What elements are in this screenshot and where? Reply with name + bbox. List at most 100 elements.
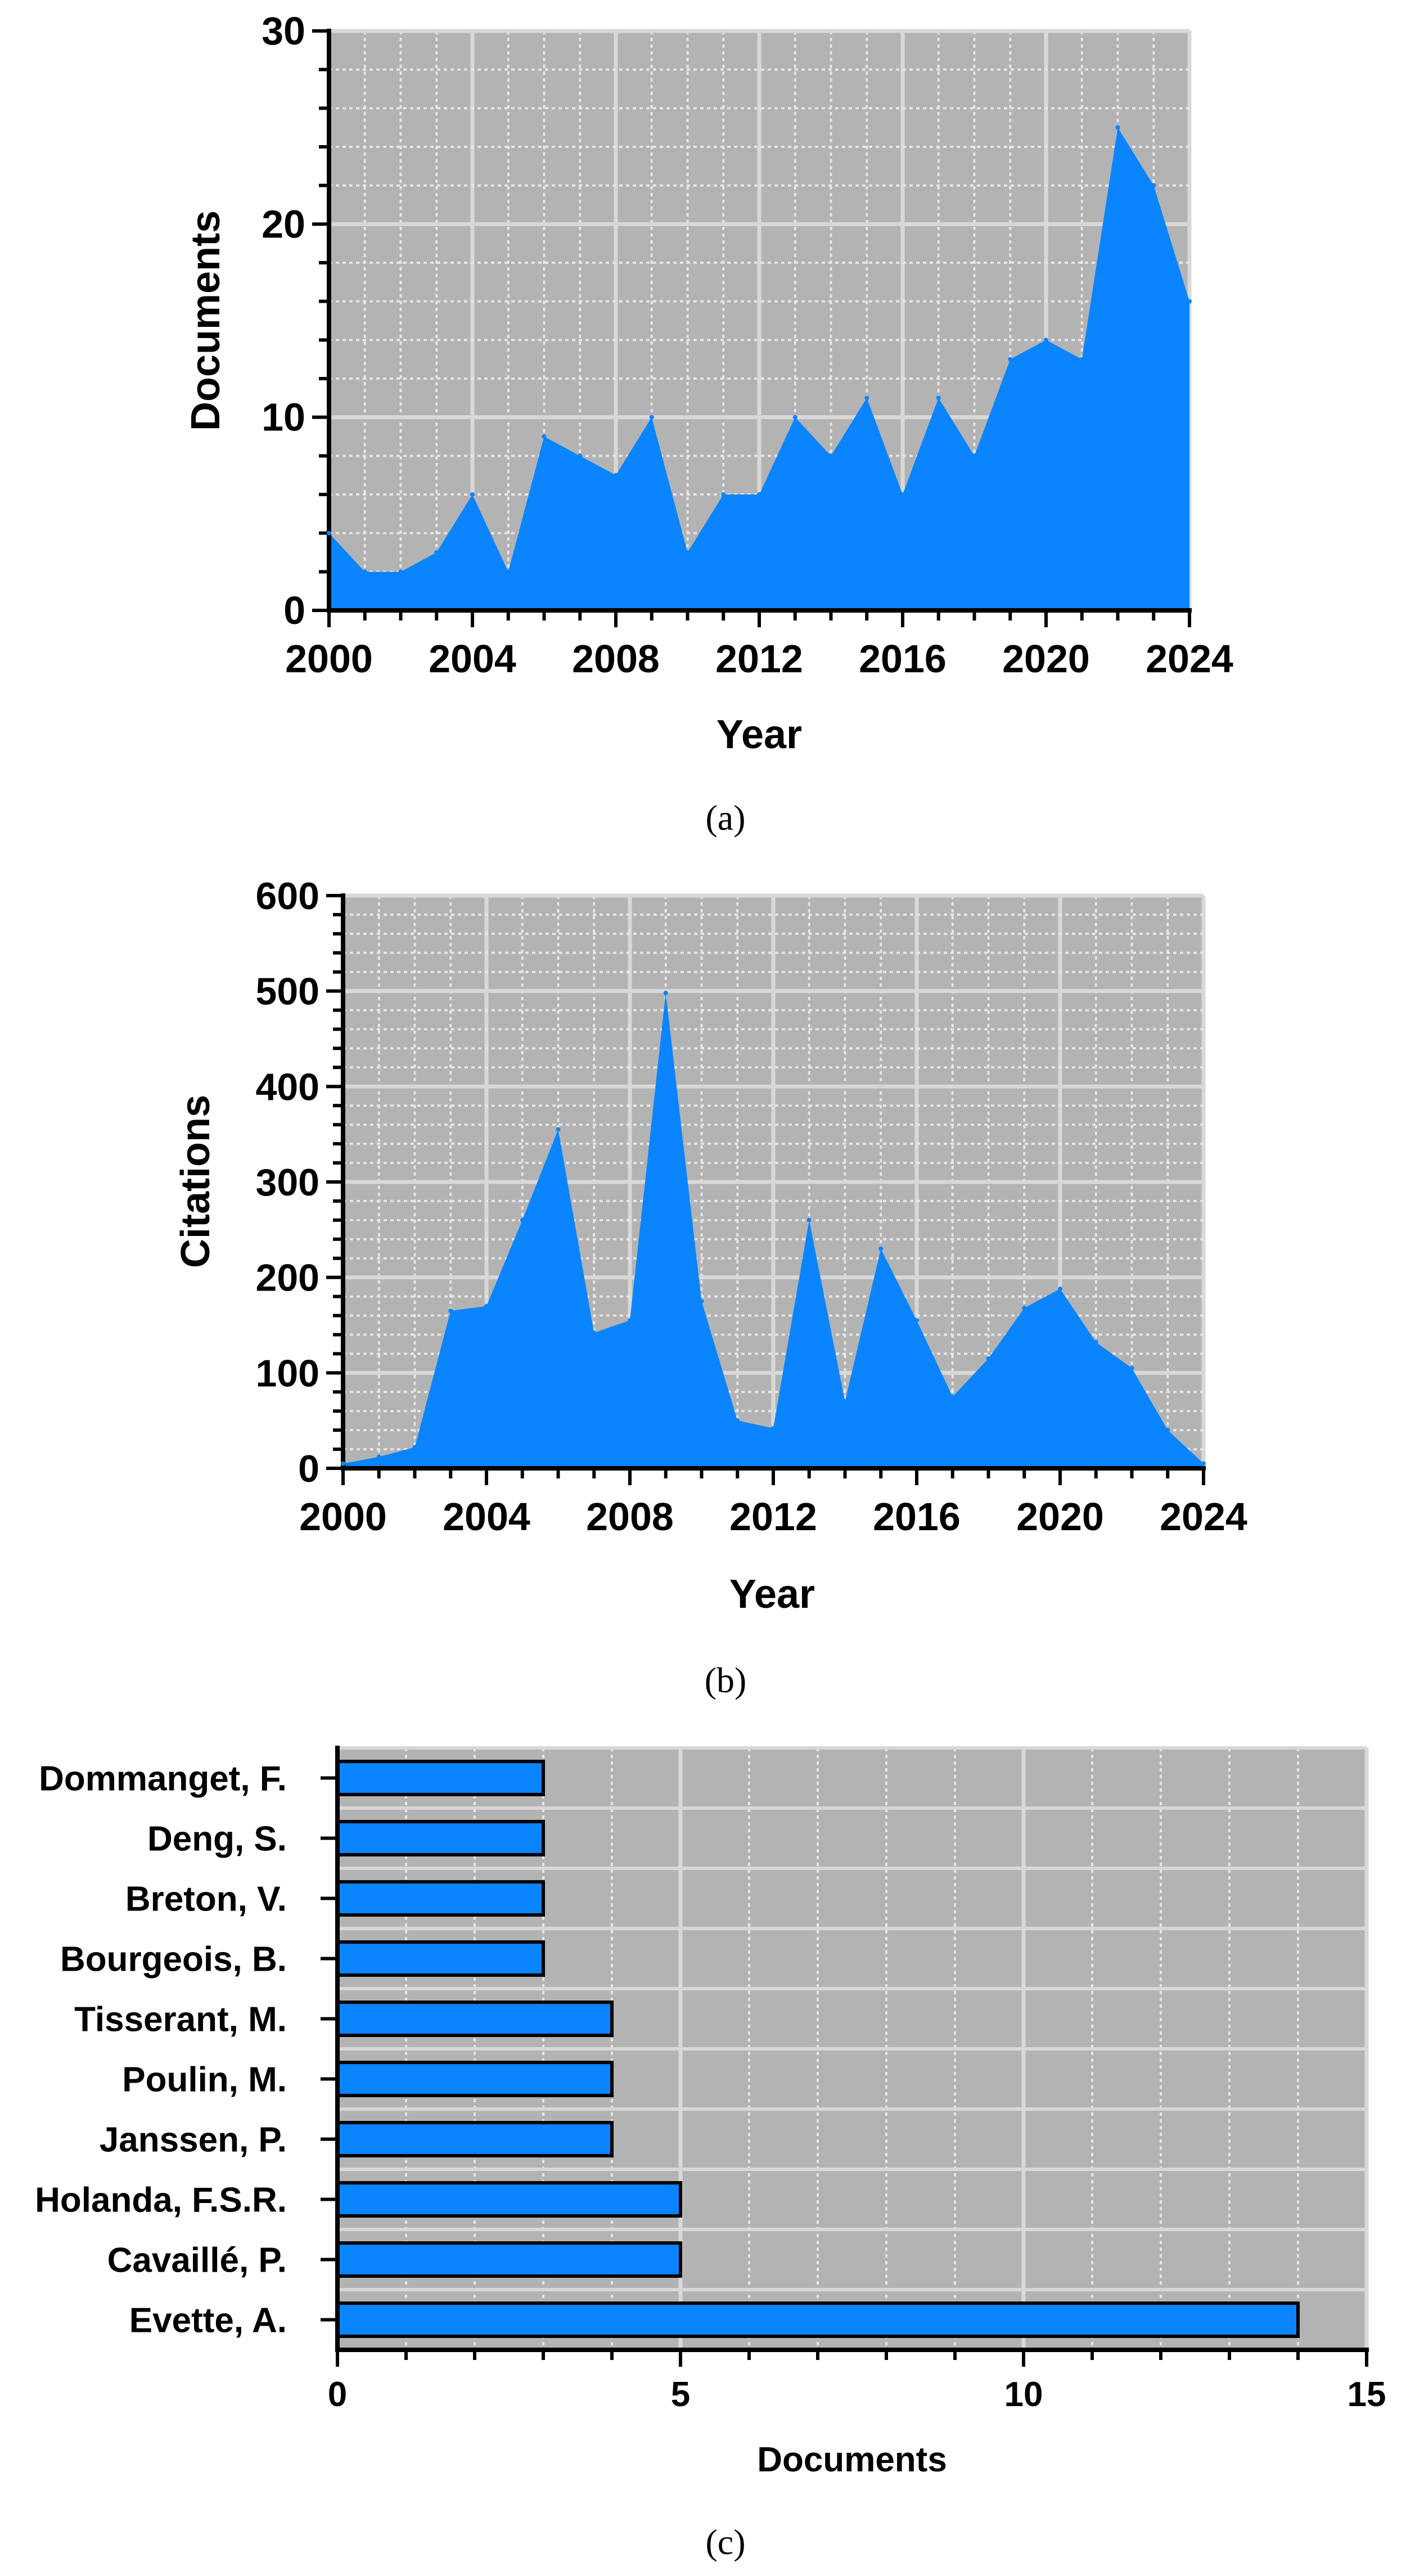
chart-a-y-tick-label: 30 [262, 9, 305, 53]
chart-a-point-2002 [398, 569, 403, 574]
chart-c-bar-6 [336, 2061, 614, 2097]
chart-c-category-label: Poulin, M. [122, 2061, 287, 2100]
chart-c-category-label: Cavaillé, P. [107, 2241, 287, 2280]
chart-a-point-2008 [614, 473, 618, 478]
chart-c-category-label: Dommanget, F. [39, 1760, 287, 1799]
chart-c-x-tick-label: 0 [328, 2375, 347, 2414]
chart-c-xlabel: Documents [757, 2440, 947, 2479]
chart-a-point-2024 [1187, 299, 1192, 304]
chart-c-bar-5 [336, 2000, 614, 2037]
chart-b-point-2000 [341, 1461, 345, 1466]
chart-a-point-2005 [506, 569, 511, 574]
chart-a-point-2016 [900, 492, 905, 497]
chart-c-x-tick-label: 10 [1004, 2375, 1043, 2414]
chart-b-point-2003 [448, 1309, 453, 1314]
chart-c-category-label: Holanda, F.S.R. [35, 2181, 287, 2220]
chart-c-top-authors: 0 5 10 15 Dommanget, F. Deng, S. Breton, V. Bo… [35, 1746, 1386, 2562]
chart-b-point-2012 [771, 1426, 776, 1431]
chart-a-area [329, 127, 1189, 610]
chart-c-bar-3 [336, 1880, 545, 1917]
chart-b-x-tick-label: 2012 [729, 1495, 817, 1539]
chart-a-x-tick-label: 2012 [715, 637, 803, 681]
chart-b-point-2011 [735, 1418, 740, 1423]
chart-c-bar-2 [336, 1820, 545, 1856]
chart-c-category-label: Bourgeois, B. [60, 1940, 287, 1979]
chart-a-point-2010 [685, 550, 690, 555]
chart-b-y-tick-label: 300 [256, 1161, 319, 1204]
chart-a-x-tick-label: 2024 [1146, 637, 1233, 681]
chart-b-caption: (b) [705, 1660, 747, 1700]
chart-b-point-2016 [914, 1318, 919, 1323]
chart-b-x-tick-label: 2000 [299, 1495, 387, 1539]
chart-b-y-tick-label: 600 [256, 875, 319, 918]
chart-b-x-tick-label: 2004 [443, 1495, 530, 1539]
chart-b-point-2022 [1129, 1365, 1134, 1370]
chart-a-point-2015 [864, 395, 869, 401]
chart-a-documents-per-year: 2000 2004 2008 2012 2016 2020 2024 0 10 20 30 Year… [183, 9, 1233, 838]
chart-b-y-tick-label: 100 [256, 1352, 319, 1395]
chart-a-point-2023 [1151, 183, 1156, 188]
chart-b-ylabel: Citations [173, 1095, 218, 1268]
chart-a-x-tick-label: 2004 [429, 637, 516, 681]
chart-b-xlabel: Year [729, 1572, 815, 1617]
chart-a-y-tick-label: 0 [283, 588, 305, 632]
chart-a-point-2003 [434, 550, 439, 555]
chart-a-point-2022 [1115, 125, 1120, 130]
chart-a-point-2007 [578, 453, 583, 458]
chart-a-point-2012 [757, 492, 761, 497]
chart-b-x-tick-label: 2008 [586, 1495, 674, 1539]
chart-a-xlabel: Year [716, 712, 802, 757]
chart-a-x-tick-label: 2016 [859, 637, 947, 681]
chart-a-point-2001 [362, 569, 367, 574]
chart-c-bar-8 [336, 2181, 682, 2218]
chart-c-category-label: Janssen, P. [100, 2121, 287, 2160]
chart-b-x-tick-label: 2016 [873, 1495, 961, 1539]
chart-b-point-2009 [663, 991, 668, 996]
chart-b-x-tick-label: 2024 [1160, 1495, 1247, 1539]
chart-c-bar-10 [336, 2301, 1300, 2338]
chart-a-point-2019 [1008, 357, 1013, 362]
chart-c-bar-4 [336, 1940, 545, 1977]
chart-a-x-tick-label: 2020 [1002, 637, 1090, 681]
chart-c-category-label: Evette, A. [129, 2301, 287, 2340]
chart-b-point-2004 [484, 1303, 489, 1309]
chart-b-x-tick-label: 2020 [1016, 1495, 1104, 1539]
chart-b-y-tick-label: 400 [256, 1066, 319, 1108]
chart-a-point-2006 [542, 434, 547, 439]
chart-b-point-2008 [628, 1318, 632, 1323]
chart-a-point-2018 [972, 453, 977, 458]
chart-c-x-tick-label: 5 [671, 2375, 690, 2414]
chart-b-point-2024 [1201, 1461, 1206, 1466]
chart-c-category-label: Breton, V. [125, 1880, 287, 1919]
chart-b-point-2023 [1165, 1428, 1170, 1433]
chart-b-point-2015 [878, 1246, 884, 1251]
chart-a-point-2011 [721, 492, 726, 497]
chart-b-point-2020 [1058, 1287, 1062, 1292]
chart-b-point-2006 [556, 1127, 561, 1132]
chart-c-category-label: Deng, S. [147, 1820, 287, 1859]
chart-b-point-2017 [950, 1394, 955, 1399]
chart-a-point-2009 [649, 415, 654, 420]
chart-a-y-tick-label: 20 [262, 202, 305, 246]
chart-b-point-2019 [1022, 1305, 1027, 1310]
chart-c-caption: (c) [705, 2522, 745, 2562]
chart-b-citations-per-year: 2000 2004 2008 2012 2016 2020 2024 0 100 200 300 40… [173, 875, 1247, 1700]
chart-b-point-2021 [1093, 1340, 1098, 1345]
chart-a-point-2013 [792, 415, 797, 420]
chart-b-y-tick-label: 200 [256, 1257, 319, 1300]
chart-c-bar-9 [336, 2241, 682, 2278]
chart-c-x-tick-label: 15 [1348, 2375, 1386, 2414]
chart-b-point-2018 [986, 1356, 991, 1361]
chart-b-point-2010 [699, 1299, 704, 1304]
chart-a-y-tick-label: 10 [262, 395, 305, 439]
chart-a-x-tick-label: 2008 [572, 637, 660, 681]
chart-a-caption: (a) [705, 798, 745, 838]
chart-a-point-2017 [936, 395, 941, 401]
chart-a-ylabel: Documents [183, 210, 228, 431]
chart-a-point-2000 [327, 531, 331, 536]
chart-b-point-2005 [520, 1217, 525, 1222]
chart-b-point-2013 [806, 1217, 812, 1222]
chart-a-point-2004 [470, 492, 475, 497]
chart-b-y-tick-label: 500 [256, 970, 319, 1013]
